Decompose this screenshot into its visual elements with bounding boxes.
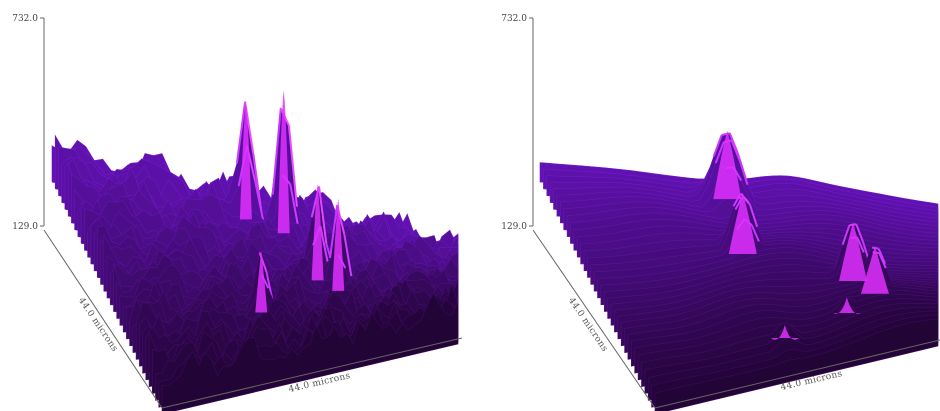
z-tick-max-right: 732.0 [501, 14, 527, 24]
surface-highlight [730, 140, 741, 161]
y-axis-right [532, 229, 656, 409]
surface-highlight [712, 134, 723, 157]
z-tick-min-right: 129.0 [501, 222, 527, 232]
peak-mark [311, 183, 324, 281]
surface-strip [654, 318, 939, 411]
peak-mark [332, 198, 345, 291]
surface-highlight [318, 186, 328, 245]
surface-highlight [289, 184, 300, 228]
peak-mark [239, 101, 252, 220]
peak-mark [860, 245, 889, 294]
peak-mark [832, 297, 861, 314]
surface-highlight [748, 204, 759, 228]
surface-highlight [877, 248, 887, 265]
surface-highlight [319, 225, 329, 262]
surface-mesh-left [51, 90, 459, 411]
surface-highlight [235, 101, 247, 164]
surface-highlight [287, 125, 298, 207]
surface-highlight [856, 236, 865, 253]
peak-mark [728, 192, 757, 254]
surface-highlight [738, 159, 749, 185]
surface-highlight [855, 223, 865, 243]
peak-mark [770, 324, 799, 340]
surface-highlight [750, 224, 760, 242]
x-axis-right [654, 339, 940, 409]
surface-highlight [343, 233, 353, 277]
surface-strip [161, 292, 459, 411]
peak-mark [713, 130, 742, 200]
surface-mesh-right [539, 130, 939, 411]
peak-mark [255, 250, 268, 313]
y-axis-left [43, 229, 163, 409]
surface-highlight [271, 108, 282, 195]
peak-mark [277, 90, 290, 234]
z-tick-min-left: 129.0 [12, 222, 38, 232]
peak-mark [839, 222, 868, 281]
surface-highlight [714, 141, 725, 164]
surface-plot-right: 732.0 129.0 44.0 microns 44.0 microns [501, 14, 940, 411]
x-axis-left [161, 337, 463, 409]
surface-highlight [878, 252, 887, 269]
surface-plot-left: 732.0 129.0 44.0 microns 44.0 microns [12, 14, 463, 411]
surface-highlight [841, 224, 851, 245]
z-tick-max-left: 732.0 [12, 14, 38, 24]
surface-highlight [253, 180, 265, 220]
surface-highlight [721, 132, 730, 136]
surface-highlight [329, 205, 339, 259]
